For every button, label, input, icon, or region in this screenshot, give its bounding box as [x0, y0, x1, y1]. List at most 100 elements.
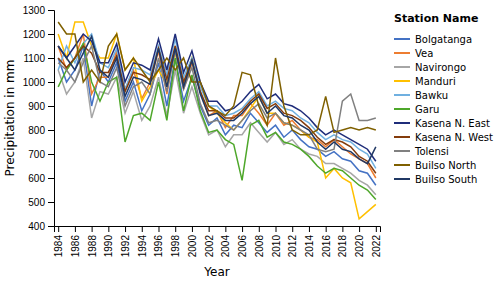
x-tick-mark	[92, 226, 93, 232]
y-tick-label: 900	[28, 101, 45, 112]
x-tick-label: 1984	[53, 235, 64, 258]
legend-label: Kasena N. East	[415, 118, 490, 129]
y-tick-mark	[48, 130, 54, 131]
x-tick: 2022	[371, 226, 382, 257]
legend: Station Name Bolgatanga Vea Navirongo Mandur…	[394, 12, 493, 185]
legend-item: Kasena N. East	[394, 118, 490, 129]
legend-label: Manduri	[415, 76, 456, 87]
x-tick-mark	[209, 226, 210, 232]
y-tick-mark	[48, 154, 54, 155]
legend-swatch	[394, 122, 410, 124]
y-tick-mark	[48, 10, 54, 11]
x-tick-label: 2014	[304, 235, 315, 258]
y-tick-mark	[48, 34, 54, 35]
y-tick: 700	[28, 149, 54, 160]
x-tick-mark	[142, 226, 143, 232]
x-tick-label: 2000	[187, 235, 198, 258]
x-tick-label: 2012	[287, 235, 298, 258]
x-tick-mark	[175, 226, 176, 232]
x-tick-mark	[259, 226, 260, 232]
legend-title: Station Name	[394, 12, 478, 25]
x-tick: 2010	[271, 226, 282, 257]
x-tick-mark	[108, 226, 109, 232]
legend-item: Tolensi	[394, 146, 449, 157]
x-tick-mark	[192, 226, 193, 232]
legend-item: Manduri	[394, 76, 456, 87]
x-axis: 1984198619881990199219941996199820002002…	[53, 226, 382, 257]
legend-label: Vea	[415, 48, 433, 59]
x-tick-label: 2016	[321, 235, 332, 258]
series-line	[58, 22, 376, 219]
legend-label: Tolensi	[414, 146, 449, 157]
x-tick: 2012	[287, 226, 298, 257]
series-line	[58, 44, 376, 200]
x-tick-label: 2008	[254, 235, 265, 258]
series-line	[58, 22, 376, 135]
chart: 1984198619881990199219941996199820002002…	[0, 0, 500, 282]
legend-item: Bolgatanga	[394, 34, 472, 45]
y-tick: 1000	[23, 77, 54, 88]
x-tick-label: 1994	[137, 235, 148, 258]
y-tick-label: 800	[28, 125, 45, 136]
x-tick-label: 2022	[371, 235, 382, 258]
x-tick-label: 2020	[354, 235, 365, 258]
legend-swatch	[394, 38, 410, 40]
x-tick-mark	[376, 226, 377, 232]
legend-label: Bolgatanga	[415, 34, 472, 45]
y-tick-label: 500	[28, 197, 45, 208]
x-tick: 1992	[120, 226, 131, 257]
x-axis-title: Year	[203, 265, 229, 279]
plot-area: 1984198619881990199219941996199820002002…	[23, 5, 382, 258]
x-tick-label: 2004	[220, 235, 231, 258]
x-tick-mark	[342, 226, 343, 232]
x-tick-mark	[58, 226, 59, 232]
x-tick: 2004	[220, 226, 231, 257]
legend-swatch	[394, 178, 410, 180]
x-tick-label: 1998	[170, 235, 181, 258]
legend-label: Navirongo	[415, 62, 466, 73]
legend-item: Vea	[394, 48, 433, 59]
y-tick: 1200	[23, 29, 54, 40]
series-line	[58, 36, 376, 163]
y-tick-mark	[48, 226, 54, 227]
x-tick-label: 2006	[237, 235, 248, 258]
x-tick-mark	[359, 226, 360, 232]
legend-swatch	[394, 136, 410, 138]
x-tick-label: 1986	[70, 235, 81, 258]
y-tick: 1300	[23, 5, 54, 16]
x-tick: 2008	[254, 226, 265, 257]
y-tick: 800	[28, 125, 54, 136]
y-tick-label: 700	[28, 149, 45, 160]
x-tick: 1984	[53, 226, 64, 257]
y-tick-label: 400	[28, 221, 45, 232]
x-tick-label: 1992	[120, 235, 131, 258]
y-tick-mark	[48, 202, 54, 203]
y-tick: 600	[28, 173, 54, 184]
legend-label: Builso North	[415, 160, 476, 171]
legend-item: Navirongo	[394, 62, 466, 73]
y-axis-title: Precipitation in mm	[3, 60, 17, 177]
x-tick: 2014	[304, 226, 315, 257]
x-tick-label: 2002	[204, 235, 215, 258]
y-tick-mark	[48, 106, 54, 107]
y-tick: 900	[28, 101, 54, 112]
x-tick-mark	[309, 226, 310, 232]
series-line	[58, 46, 376, 152]
legend-swatch	[394, 150, 410, 152]
y-tick-label: 1000	[23, 77, 46, 88]
x-tick: 2002	[204, 226, 215, 257]
y-tick: 400	[28, 221, 54, 232]
y-tick-mark	[48, 82, 54, 83]
x-tick-mark	[158, 226, 159, 232]
x-tick-label: 2010	[271, 235, 282, 258]
x-tick: 2020	[354, 226, 365, 257]
x-tick: 1998	[170, 226, 181, 257]
legend-label: Bawku	[415, 90, 448, 101]
y-axis: 400 500 600 700 800 900 1000 1100 1200 1300	[23, 5, 55, 232]
x-tick: 1986	[70, 226, 81, 257]
x-tick-label: 1990	[103, 235, 114, 258]
y-tick-label: 1100	[23, 53, 45, 64]
x-tick: 2018	[337, 226, 348, 257]
y-tick-label: 1300	[23, 5, 46, 16]
x-tick-label: 1988	[87, 235, 98, 258]
